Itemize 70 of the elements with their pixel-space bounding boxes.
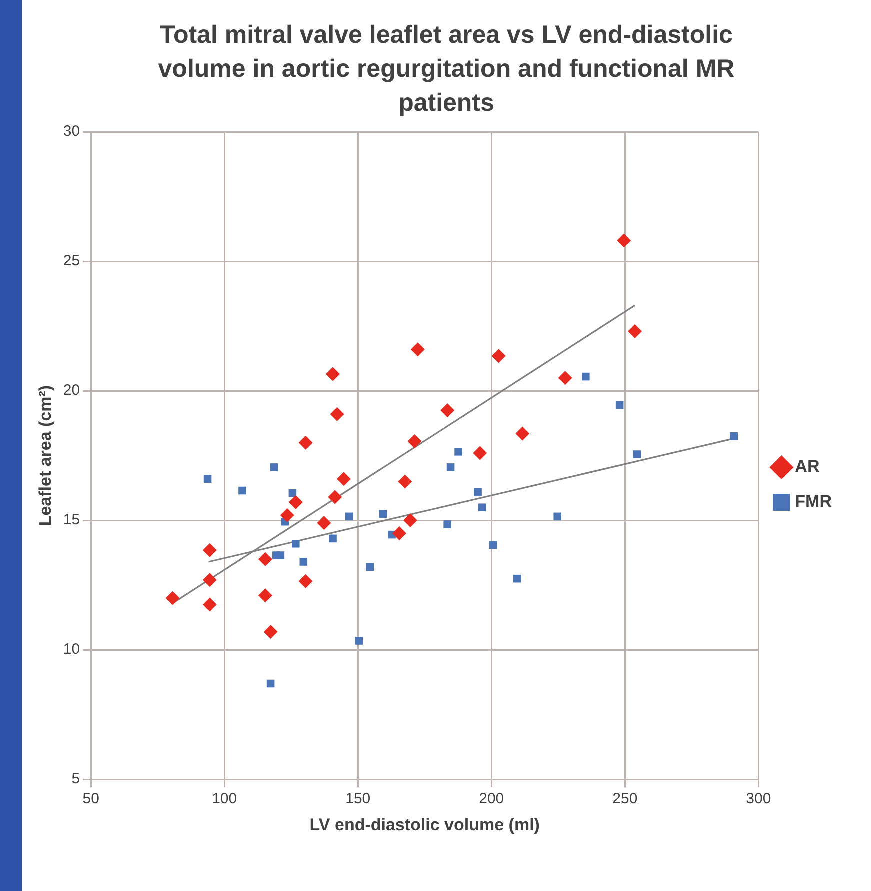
point bbox=[298, 436, 313, 450]
point bbox=[408, 434, 422, 449]
point bbox=[633, 450, 642, 458]
point bbox=[617, 234, 632, 248]
point bbox=[379, 510, 388, 518]
y-tick-label: 25 bbox=[63, 252, 80, 270]
point bbox=[582, 372, 590, 381]
legend-label: FMR bbox=[795, 492, 832, 512]
point bbox=[492, 349, 506, 364]
x-tick-label: 250 bbox=[612, 790, 638, 808]
point bbox=[280, 508, 294, 522]
point bbox=[513, 574, 522, 583]
point bbox=[238, 486, 246, 495]
y-tick-label: 15 bbox=[63, 512, 80, 529]
point bbox=[616, 401, 624, 410]
point bbox=[628, 324, 642, 338]
point bbox=[317, 516, 332, 530]
point bbox=[336, 472, 351, 486]
point bbox=[516, 426, 530, 441]
point bbox=[474, 488, 482, 496]
point bbox=[202, 543, 217, 558]
x-tick-label: 200 bbox=[479, 790, 504, 808]
point bbox=[270, 464, 278, 472]
point bbox=[300, 558, 308, 566]
x-tick-label: 300 bbox=[746, 790, 772, 808]
point bbox=[446, 464, 455, 472]
point bbox=[202, 598, 217, 612]
legend-label: AR bbox=[795, 457, 820, 476]
y-axis-title: Leaflet area (cm²) bbox=[36, 385, 55, 526]
point bbox=[298, 574, 313, 588]
y-tick-label: 10 bbox=[63, 641, 80, 658]
point bbox=[355, 637, 364, 645]
point bbox=[328, 490, 342, 504]
point bbox=[730, 432, 738, 440]
point bbox=[292, 540, 300, 548]
x-tick-label: 150 bbox=[346, 790, 371, 808]
point bbox=[166, 591, 180, 606]
point bbox=[329, 534, 337, 543]
x-tick-label: 50 bbox=[82, 790, 100, 808]
point bbox=[403, 514, 418, 528]
point bbox=[330, 407, 344, 422]
point bbox=[410, 342, 425, 357]
point bbox=[478, 504, 486, 512]
point bbox=[266, 680, 275, 688]
x-axis-title: LV end-diastolic volume (ml) bbox=[310, 815, 540, 834]
point bbox=[258, 588, 272, 603]
point bbox=[288, 489, 297, 498]
point bbox=[440, 403, 455, 418]
point bbox=[288, 495, 303, 510]
point bbox=[473, 446, 488, 460]
chart-title: Total mitral valve leaflet area vs LV end-diastolic volume in aortic regurgitation and functional MR patients bbox=[157, 20, 736, 119]
point bbox=[554, 512, 562, 521]
point bbox=[202, 573, 217, 588]
point bbox=[454, 448, 462, 456]
point bbox=[398, 474, 412, 489]
point bbox=[204, 475, 212, 484]
point bbox=[276, 552, 285, 560]
y-tick-label: 5 bbox=[72, 770, 80, 788]
y-tick-label: 30 bbox=[63, 123, 80, 140]
point bbox=[258, 552, 272, 566]
point bbox=[392, 526, 407, 541]
y-tick-label: 20 bbox=[63, 382, 80, 400]
point bbox=[345, 512, 354, 521]
point bbox=[444, 520, 452, 528]
point bbox=[366, 563, 374, 572]
x-tick-label: 100 bbox=[212, 790, 238, 808]
point bbox=[326, 367, 340, 382]
point bbox=[489, 541, 498, 550]
point bbox=[264, 624, 278, 639]
point bbox=[558, 371, 572, 386]
